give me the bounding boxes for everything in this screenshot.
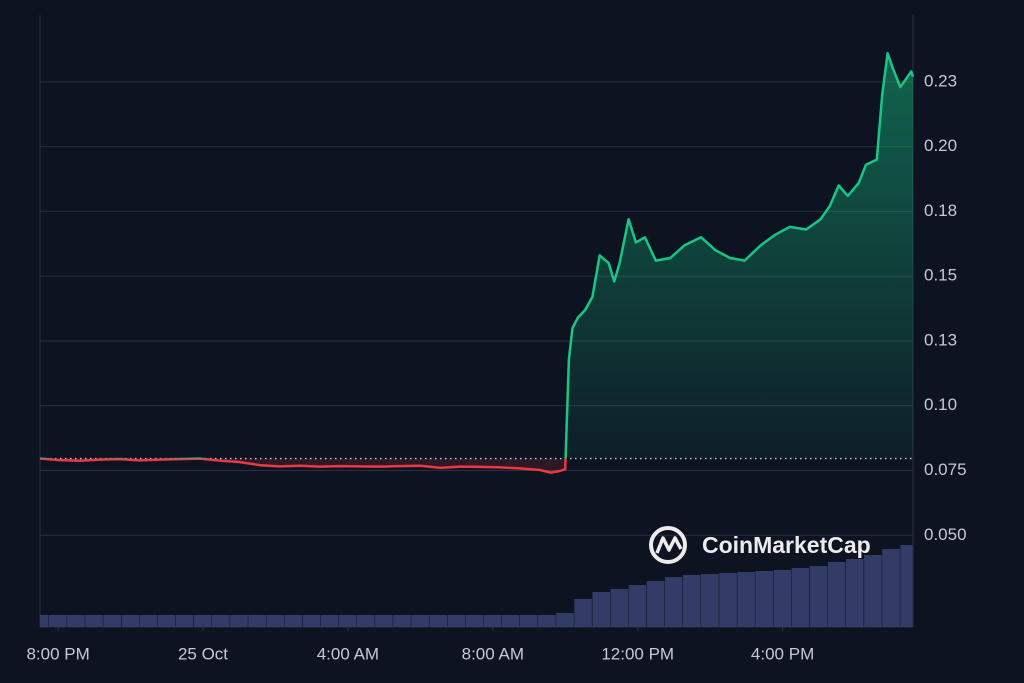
- x-tick-label: 4:00 PM: [751, 644, 814, 663]
- x-tick-label: 25 Oct: [178, 644, 228, 663]
- area-fill: [40, 53, 913, 459]
- volume-bar: [592, 592, 611, 627]
- y-tick-label: 0.18: [924, 201, 957, 220]
- volume-bar: [773, 570, 792, 627]
- y-tick-label: 0.050: [924, 525, 967, 544]
- volume-bar: [139, 615, 158, 627]
- x-tick-label: 4:00 AM: [317, 644, 379, 663]
- volume-bar: [664, 577, 683, 627]
- volume-bar: [411, 615, 429, 627]
- volume-bar: [375, 615, 393, 627]
- volume-bar: [791, 568, 810, 627]
- volume-bar: [193, 615, 212, 627]
- y-tick-label: 0.13: [924, 330, 957, 349]
- volume-bar: [40, 615, 49, 627]
- volume-bar: [447, 615, 466, 627]
- volume-bar: [465, 615, 484, 627]
- volume-bar: [682, 575, 701, 627]
- volume-bar: [302, 615, 321, 627]
- volume-bar: [175, 615, 194, 627]
- volume-bar: [393, 615, 411, 627]
- volume-bar: [266, 615, 285, 627]
- volume-bar: [556, 613, 574, 627]
- volume-bar: [900, 545, 913, 627]
- volume-bar: [610, 589, 629, 627]
- volume-bar: [320, 615, 339, 627]
- y-tick-label: 0.20: [924, 136, 957, 155]
- volume-bar: [248, 615, 266, 627]
- volume-bar: [628, 585, 647, 627]
- watermark-logo: [649, 526, 687, 564]
- volume-bar: [574, 599, 592, 627]
- volume-bar: [737, 572, 755, 627]
- volume-bar: [230, 615, 248, 627]
- y-tick-label: 0.15: [924, 266, 957, 285]
- volume-bar: [338, 615, 357, 627]
- volume-bar: [356, 615, 375, 627]
- volume-bar: [49, 615, 67, 627]
- volume-bar: [519, 615, 538, 627]
- volume-bar: [882, 549, 900, 627]
- x-tick-label: 12:00 PM: [601, 644, 674, 663]
- price-line: [39, 52, 915, 474]
- volume-bar: [864, 555, 882, 627]
- y-tick-label: 0.075: [924, 460, 967, 479]
- watermark: CoinMarketCap: [702, 532, 871, 558]
- volume-bar: [719, 573, 737, 627]
- volume-bar: [483, 615, 502, 627]
- volume-bar: [538, 615, 556, 627]
- volume-bar: [827, 562, 846, 627]
- volume-bar: [701, 574, 719, 627]
- volume-bar: [157, 615, 176, 627]
- y-tick-label: 0.23: [924, 71, 957, 90]
- x-tick-label: 8:00 PM: [26, 644, 89, 663]
- volume-bar: [212, 615, 230, 627]
- volume-bar: [809, 566, 828, 627]
- volume-bar: [284, 615, 303, 627]
- y-tick-label: 0.10: [924, 395, 957, 414]
- volume-bar: [67, 615, 85, 627]
- x-tick-label: 8:00 AM: [462, 644, 524, 663]
- volume-bar: [85, 615, 103, 627]
- volume-bar: [755, 571, 774, 627]
- volume-bar: [501, 615, 520, 627]
- volume-bar: [121, 615, 140, 627]
- volume-bar: [845, 559, 864, 627]
- volume-bar: [103, 615, 122, 627]
- volume-bar: [429, 615, 448, 627]
- volume-bar: [646, 581, 665, 627]
